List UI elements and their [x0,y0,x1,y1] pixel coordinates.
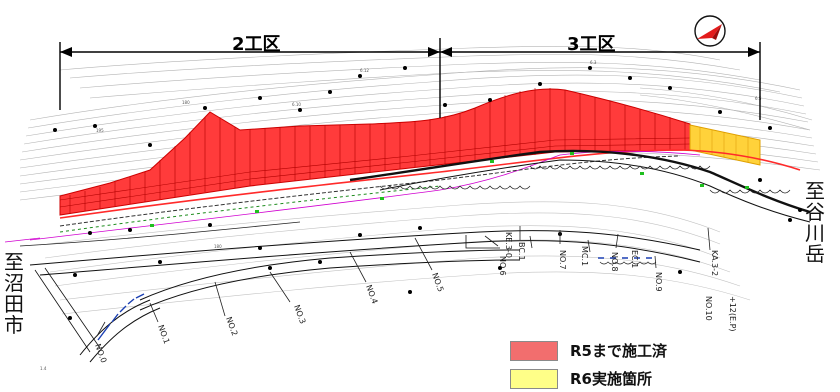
curve-label: EC.1 [630,250,639,268]
station-label: NO.3 [292,304,307,325]
planned-area [689,124,761,166]
destination-right-label: 至谷川岳 [805,179,825,266]
station-label: NO.7 [558,250,567,270]
station-label: NO.10 [704,296,713,321]
curve-label: MC.1 [580,246,589,266]
svg-text:6.5: 6.5 [755,96,762,101]
lower-road [29,230,701,363]
station-label: NO.2 [224,316,239,337]
svg-text:6.12: 6.12 [360,68,369,73]
legend-swatch-planned [510,368,558,389]
legend-label-planned: R6実施箇所 [570,370,652,388]
station-label: NO.1 [156,324,171,345]
legend-row-planned: R6実施箇所 [510,368,652,389]
station-label: NO.9 [654,272,663,292]
road-lines [4,149,811,247]
blue-wall-marks [97,257,652,341]
spot-elevations: 195 180 6.12 6.10 6.3 6.5 1.4 180 [40,60,762,371]
svg-text:6.10: 6.10 [292,102,301,107]
curve-label: KA.3-2 [710,250,719,276]
svg-text:180: 180 [214,244,222,249]
retaining-wall [379,165,791,265]
curve-label: +12(E.P) [728,296,737,332]
legend-label-completed: R5まで施工済 [570,342,667,360]
station-label: NO.4 [364,284,379,305]
green-markers [150,152,749,227]
station-label: NO.5 [430,272,445,293]
svg-text:195: 195 [96,128,104,133]
legend-row-completed: R5まで施工済 [510,340,667,361]
zone-label-3: 3工区 [567,34,616,55]
svg-text:1.4: 1.4 [40,366,47,371]
curve-label: BC.1 [517,242,526,261]
station-label: NO.8 [610,252,619,272]
zone-label-2: 2工区 [232,34,281,55]
completed-area-hatch [59,88,691,214]
zone-dimension-lines [59,38,761,120]
station-label: NO.6 [498,256,507,276]
curve-label: KE.3-0 [504,232,513,258]
svg-text:180: 180 [182,100,190,105]
station-lines [96,226,711,337]
dimension-arrows [60,47,760,57]
legend-swatch-completed [510,340,558,361]
station-label: NO.0 [93,343,108,364]
north-arrow-icon [694,15,726,47]
svg-text:6.3: 6.3 [590,60,597,65]
destination-left-label: 至沼田市 [4,250,24,337]
